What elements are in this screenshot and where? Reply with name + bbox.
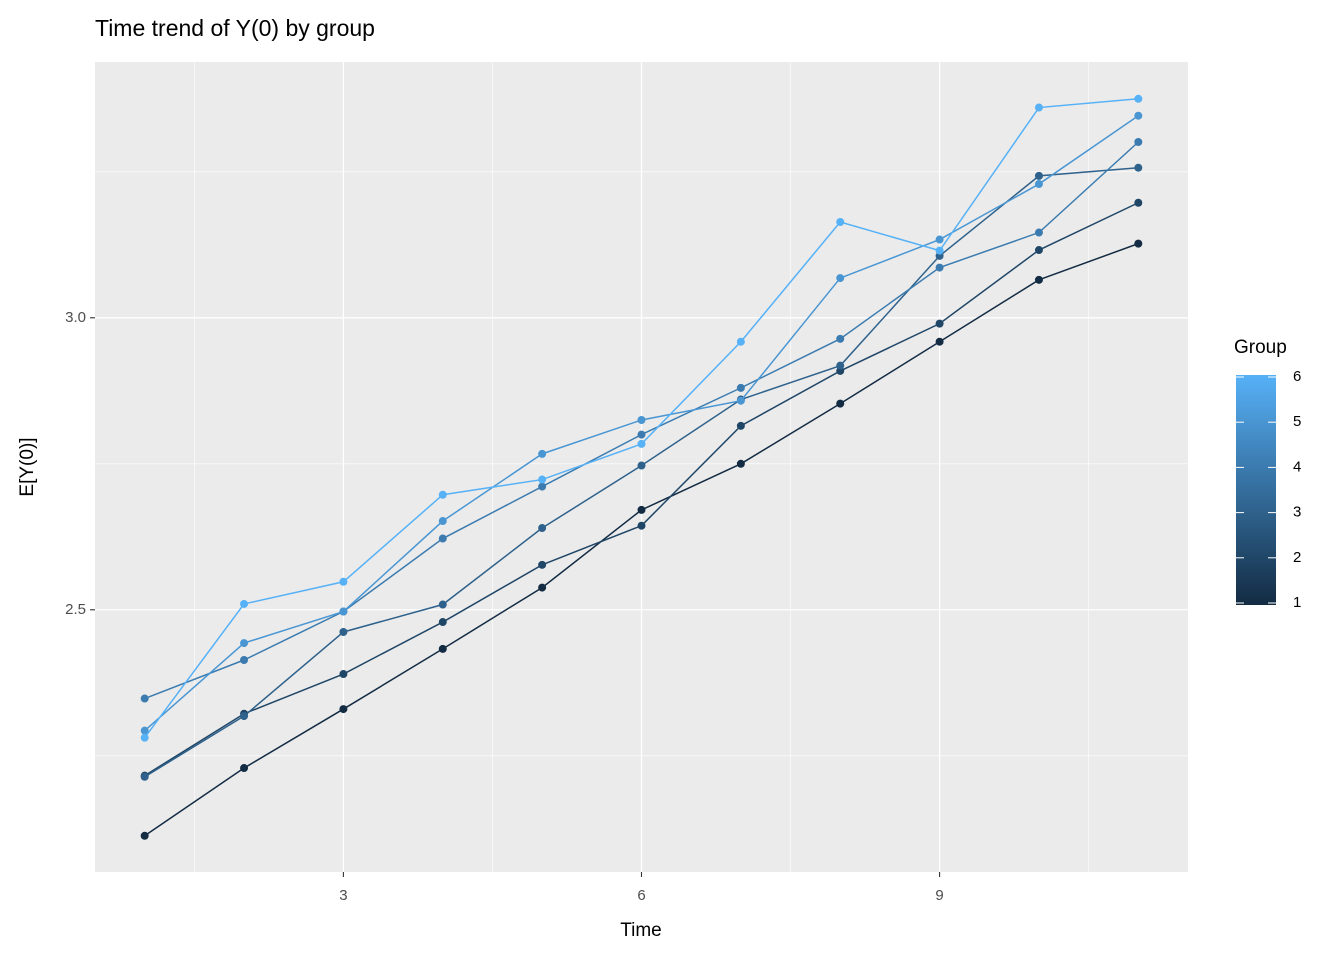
data-point: [637, 461, 646, 470]
data-point: [140, 831, 149, 840]
data-point: [1134, 163, 1143, 172]
x-axis-label: Time: [620, 920, 662, 941]
data-point: [736, 337, 745, 346]
data-point: [1134, 111, 1143, 120]
legend-label: 1: [1293, 594, 1301, 611]
data-point: [538, 583, 547, 592]
chart-title: Time trend of Y(0) by group: [95, 15, 375, 41]
data-point: [935, 337, 944, 346]
data-point: [836, 399, 845, 408]
data-point: [339, 627, 348, 636]
data-point: [538, 524, 547, 533]
data-point: [935, 319, 944, 328]
data-point: [240, 599, 249, 608]
legend-label: 6: [1293, 368, 1301, 385]
data-point: [538, 560, 547, 569]
colorbar: [1236, 375, 1276, 605]
legend-label: 5: [1293, 413, 1301, 430]
data-point: [637, 521, 646, 530]
y-tick-label: 3.0: [65, 309, 86, 326]
legend-label: 2: [1293, 549, 1301, 566]
data-point: [836, 334, 845, 343]
x-tick-label: 3: [339, 887, 347, 904]
legend-label: 3: [1293, 504, 1301, 521]
data-point: [935, 235, 944, 244]
x-tick-label: 6: [637, 887, 645, 904]
data-point: [836, 218, 845, 227]
data-point: [240, 764, 249, 773]
y-axis-label: E[Y(0)]: [17, 437, 38, 496]
data-point: [240, 712, 249, 721]
data-point: [240, 656, 249, 665]
data-point: [1034, 228, 1043, 237]
legend-title: Group: [1234, 337, 1287, 358]
data-point: [438, 534, 447, 543]
data-point: [140, 726, 149, 735]
data-point: [836, 274, 845, 283]
data-point: [836, 361, 845, 370]
data-point: [935, 246, 944, 255]
data-point: [538, 482, 547, 491]
data-point: [339, 607, 348, 616]
data-point: [140, 772, 149, 781]
data-point: [339, 670, 348, 679]
data-point: [538, 449, 547, 458]
data-point: [637, 439, 646, 448]
data-point: [1034, 103, 1043, 112]
data-point: [438, 600, 447, 609]
data-point: [1134, 94, 1143, 103]
data-point: [438, 490, 447, 499]
data-point: [438, 618, 447, 627]
data-point: [637, 415, 646, 424]
data-point: [1134, 239, 1143, 248]
data-point: [1034, 171, 1043, 180]
data-point: [438, 517, 447, 526]
data-point: [1034, 246, 1043, 255]
data-point: [339, 705, 348, 714]
data-point: [637, 430, 646, 439]
x-tick-label: 9: [935, 887, 943, 904]
data-point: [736, 383, 745, 392]
data-point: [736, 459, 745, 468]
legend-label: 4: [1293, 458, 1301, 475]
data-point: [339, 577, 348, 586]
data-point: [438, 644, 447, 653]
data-point: [935, 263, 944, 272]
data-point: [1034, 180, 1043, 189]
data-point: [240, 639, 249, 648]
y-tick-label: 2.5: [65, 601, 86, 618]
data-point: [1034, 275, 1043, 284]
data-point: [1134, 138, 1143, 147]
data-point: [538, 475, 547, 484]
data-point: [736, 421, 745, 430]
data-point: [736, 396, 745, 405]
data-point: [1134, 198, 1143, 207]
data-point: [637, 505, 646, 514]
data-point: [140, 694, 149, 703]
data-point: [140, 733, 149, 742]
